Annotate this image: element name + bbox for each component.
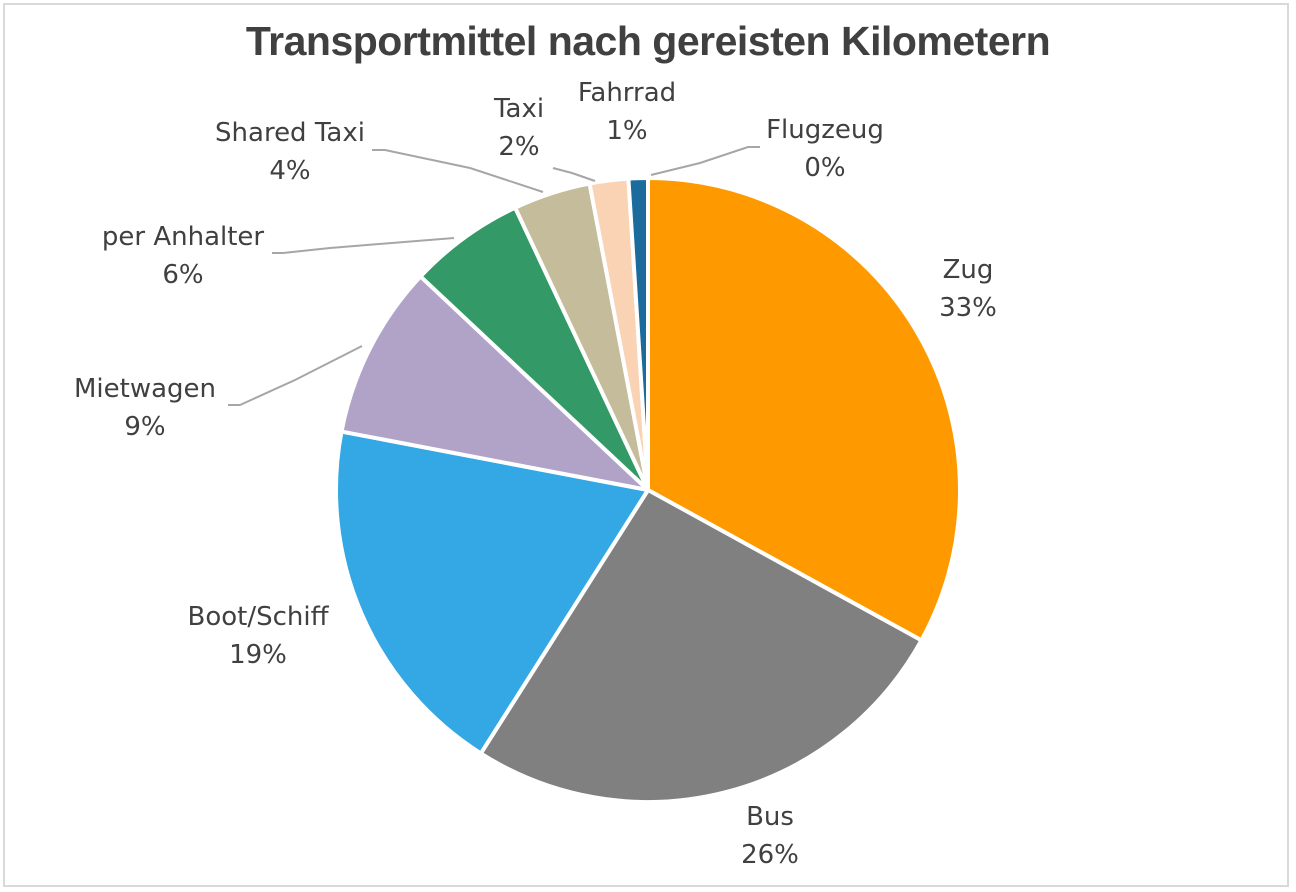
data-label-percent-shared-taxi: 4% [269, 156, 310, 186]
data-label-category-mietwagen: Mietwagen [74, 374, 216, 404]
leader-lines [228, 146, 760, 406]
data-label-category-bus: Bus [746, 802, 794, 832]
data-label-percent-boot-schiff: 19% [229, 640, 287, 670]
chart-title: Transportmittel nach gereisten Kilometer… [245, 18, 1051, 64]
leader-line-per-anhalter [272, 237, 455, 254]
data-label-percent-mietwagen: 9% [124, 412, 165, 442]
data-label-category-shared-taxi: Shared Taxi [215, 118, 365, 148]
leader-line-mietwagen [228, 345, 363, 406]
data-label-percent-per-anhalter: 6% [162, 260, 203, 290]
data-label-percent-fahrrad: 1% [606, 116, 647, 146]
data-label-category-boot-schiff: Boot/Schiff [187, 602, 329, 632]
leader-line-flugzeug [650, 146, 760, 176]
pie-slice-bus [478, 488, 924, 804]
data-label-category-per-anhalter: per Anhalter [102, 222, 265, 252]
data-label-category-fahrrad: Fahrrad [578, 78, 676, 108]
leader-line-shared-taxi [372, 149, 544, 193]
pie-slices [334, 176, 962, 804]
data-label-category-taxi: Taxi [493, 94, 544, 124]
leader-line-taxi [552, 167, 596, 182]
data-label-category-zug: Zug [943, 255, 994, 285]
data-label-percent-taxi: 2% [498, 132, 539, 162]
data-label-percent-bus: 26% [741, 840, 799, 870]
data-labels: Zug 33% Bus 26% Boot/Schiff 19% Mietwagen 9% per… [74, 78, 997, 870]
pie-slice-boot-schiff [334, 429, 650, 756]
pie-slice-zug [646, 176, 962, 643]
data-label-percent-flugzeug: 0% [804, 153, 845, 183]
pie-slice-fahrrad [626, 176, 650, 492]
pie-slice-mietwagen [339, 274, 650, 492]
data-label-category-flugzeug: Flugzeug [766, 115, 884, 145]
data-label-percent-zug: 33% [939, 293, 997, 323]
